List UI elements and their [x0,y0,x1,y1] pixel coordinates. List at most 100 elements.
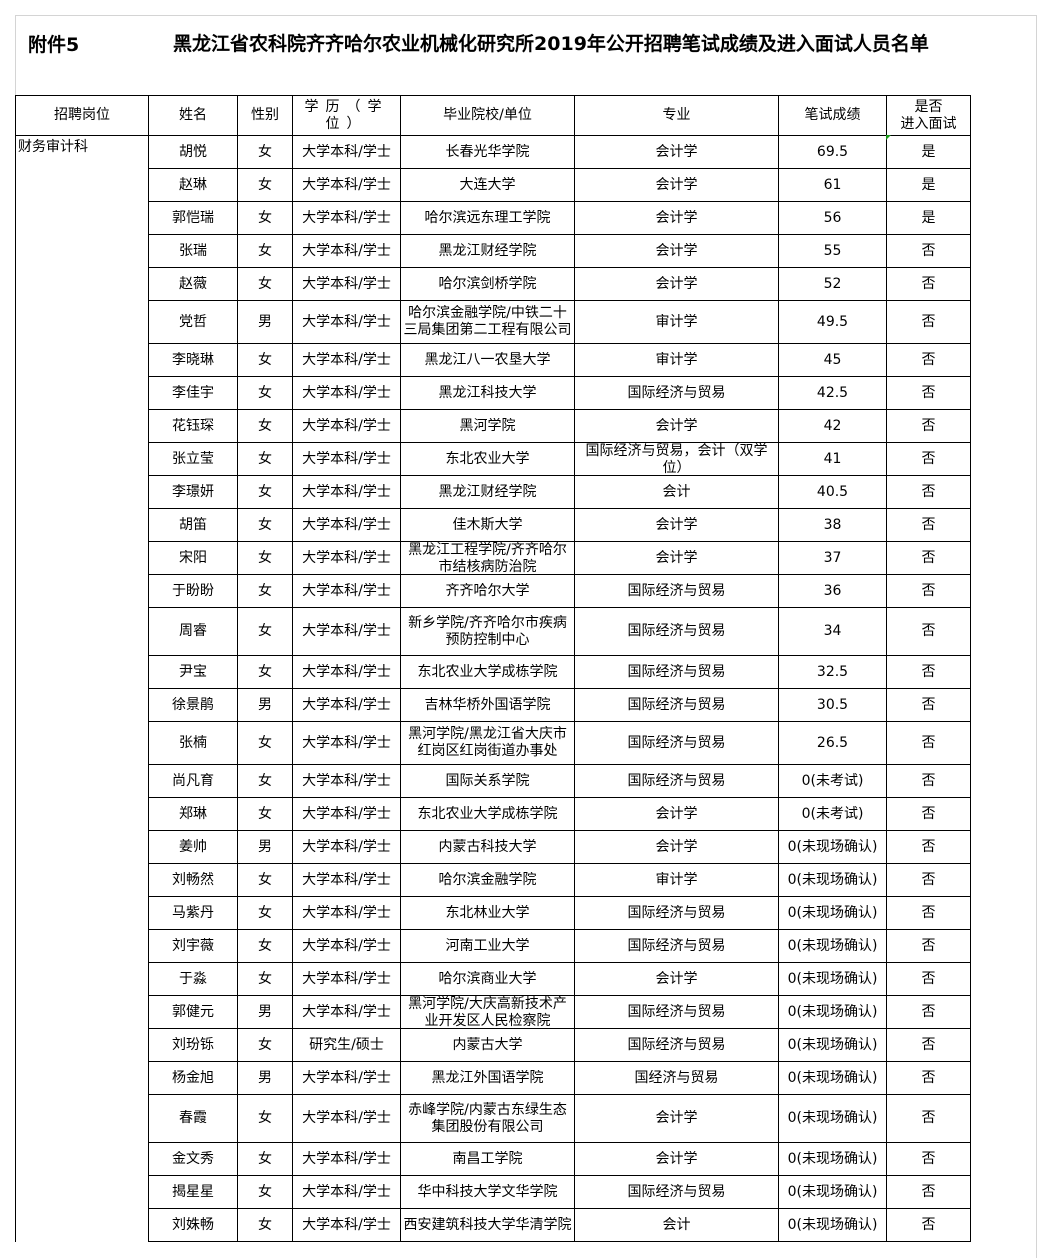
cell-school: 西安建筑科技大学华清学院 [400,1208,575,1242]
cell-score: 42 [778,409,887,443]
attachment-label: 附件5 [28,34,80,56]
cell-school: 哈尔滨商业大学 [400,962,575,996]
cell-education: 大学本科/学士 [292,300,401,344]
cell-education: 大学本科/学士 [292,1142,401,1176]
cell-gender: 男 [237,688,293,722]
cell-interview: 是 [886,168,971,202]
table-row: 花钰琛女大学本科/学士 黑河学院 会计学 42 否 [16,409,971,443]
cell-interview: 否 [886,764,971,798]
cell-score: 69.5 [778,135,887,169]
cell-score: 0(未现场确认) [778,1142,887,1176]
table-row: 党哲男大学本科/学士 哈尔滨金融学院/中铁二十三局集团第二工程有限公司 审计学 49.… [16,300,971,344]
cell-school: 河南工业大学 [400,929,575,963]
table-row: 揭星星女大学本科/学士 华中科技大学文华学院 国际经济与贸易 0(未现场确认) 否 [16,1175,971,1209]
cell-interview: 否 [886,863,971,897]
cell-education: 大学本科/学士 [292,995,401,1029]
cell-gender: 男 [237,1061,293,1095]
cell-score: 0(未现场确认) [778,1094,887,1143]
cell-comment-marker [886,135,891,140]
table-row: 春霞女大学本科/学士 赤峰学院/内蒙古东绿生态集团股份有限公司 会计学 0(未现场确认… [16,1094,971,1143]
cell-interview: 否 [886,896,971,930]
cell-interview: 否 [886,1094,971,1143]
cell-major: 国际经济与贸易 [574,764,779,798]
cell-major: 国际经济与贸易 [574,688,779,722]
cell-major: 国际经济与贸易 [574,929,779,963]
cell-score: 0(未考试) [778,797,887,831]
cell-gender: 女 [237,508,293,542]
cell-major: 国际经济与贸易 [574,607,779,656]
cell-school: 黑龙江财经学院 [400,475,575,509]
cell-school: 新乡学院/齐齐哈尔市疾病预防控制中心 [400,607,575,656]
cell-name: 张楠 [148,721,238,765]
table-row: 马紫丹女大学本科/学士 东北林业大学 国际经济与贸易 0(未现场确认) 否 [16,896,971,930]
cell-school: 黑河学院/黑龙江省大庆市红岗区红岗街道办事处 [400,721,575,765]
cell-interview: 否 [886,995,971,1029]
cell-gender: 女 [237,201,293,235]
cell-interview: 否 [886,442,971,476]
col-header-score: 笔试成绩 [778,95,887,136]
col-header-major: 专业 [574,95,779,136]
cell-name: 姜帅 [148,830,238,864]
cell-major: 国际经济与贸易 [574,896,779,930]
table-row: 于盼盼女大学本科/学士 齐齐哈尔大学 国际经济与贸易 36 否 [16,574,971,608]
table-row: 刘畅然女大学本科/学士 哈尔滨金融学院 审计学 0(未现场确认) 否 [16,863,971,897]
cell-major: 国际经济与贸易 [574,995,779,1029]
cell-name: 张瑞 [148,234,238,268]
cell-score: 0(未现场确认) [778,1028,887,1062]
col-header-education: 学历（学位） [292,95,401,136]
cell-major: 国际经济与贸易 [574,574,779,608]
cell-education: 大学本科/学士 [292,962,401,996]
cell-score: 49.5 [778,300,887,344]
cell-gender: 女 [237,135,293,169]
cell-name: 李晓琳 [148,343,238,377]
title-area: 附件5 黑龙江省农科院齐齐哈尔农业机械化研究所2019年公开招聘笔试成绩及进入面… [15,15,970,95]
table-row: 张立莹女大学本科/学士 东北农业大学 国际经济与贸易，会计（双学位） 41 否 [16,442,971,476]
cell-school: 南昌工学院 [400,1142,575,1176]
cell-gender: 女 [237,764,293,798]
cell-education: 研究生/硕士 [292,1028,401,1062]
cell-interview: 否 [886,688,971,722]
cell-name: 李璟妍 [148,475,238,509]
cell-school: 吉林华桥外国语学院 [400,688,575,722]
cell-interview: 否 [886,797,971,831]
cell-education: 大学本科/学士 [292,797,401,831]
cell-gender: 女 [237,655,293,689]
cell-major: 会计学 [574,508,779,542]
cell-name: 郭恺瑞 [148,201,238,235]
table-row: 徐景鹃男大学本科/学士 吉林华桥外国语学院 国际经济与贸易 30.5 否 [16,688,971,722]
cell-name: 郭健元 [148,995,238,1029]
cell-education: 大学本科/学士 [292,721,401,765]
cell-score: 45 [778,343,887,377]
cell-gender: 女 [237,1175,293,1209]
cell-name: 马紫丹 [148,896,238,930]
cell-score: 30.5 [778,688,887,722]
cell-name: 赵薇 [148,267,238,301]
cell-school: 东北林业大学 [400,896,575,930]
table-row: 尚凡育女大学本科/学士 国际关系学院 国际经济与贸易 0(未考试) 否 [16,764,971,798]
cell-major: 会计学 [574,168,779,202]
cell-gender: 女 [237,721,293,765]
cell-score: 38 [778,508,887,542]
cell-major: 审计学 [574,300,779,344]
cell-interview: 否 [886,475,971,509]
table-row: 郭恺瑞女大学本科/学士 哈尔滨远东理工学院 会计学 56 是 [16,201,971,235]
cell-major: 国经济与贸易 [574,1061,779,1095]
cell-name: 胡笛 [148,508,238,542]
cell-school: 长春光华学院 [400,135,575,169]
empty-spreadsheet-column [970,15,1037,1258]
cell-interview: 否 [886,607,971,656]
cell-score: 0(未现场确认) [778,830,887,864]
cell-gender: 女 [237,343,293,377]
cell-major: 会计 [574,475,779,509]
cell-education: 大学本科/学士 [292,1175,401,1209]
cell-education: 大学本科/学士 [292,1061,401,1095]
cell-name: 刘畅然 [148,863,238,897]
cell-education: 大学本科/学士 [292,376,401,410]
cell-education: 大学本科/学士 [292,574,401,608]
cell-school: 内蒙古科技大学 [400,830,575,864]
cell-interview: 否 [886,962,971,996]
cell-gender: 女 [237,574,293,608]
cell-interview: 否 [886,721,971,765]
cell-score: 32.5 [778,655,887,689]
cell-score: 0(未现场确认) [778,995,887,1029]
